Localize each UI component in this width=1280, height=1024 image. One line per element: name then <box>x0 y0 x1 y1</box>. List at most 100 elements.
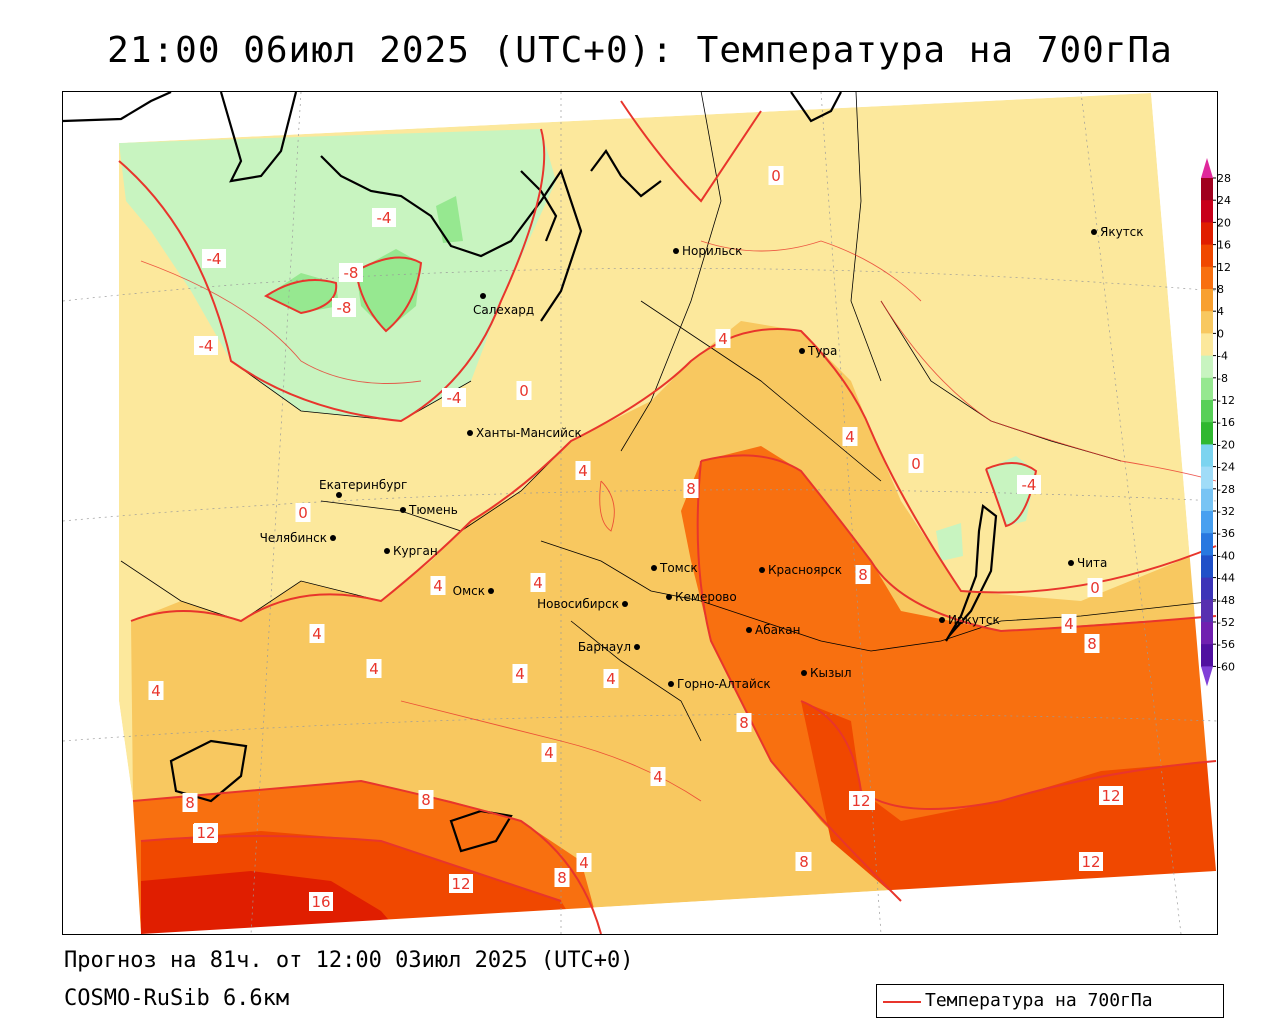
isotherm-label: 16 <box>309 892 333 911</box>
isotherm-label-text: 8 <box>858 566 868 584</box>
isotherm-label: 8 <box>182 793 198 812</box>
isotherm-label: 4 <box>575 461 591 480</box>
colorbar-swatch <box>1201 289 1213 312</box>
colorbar-tick-label: -24 <box>1217 461 1235 474</box>
city-marker: Абакан <box>746 623 800 637</box>
city-dot <box>1068 560 1074 566</box>
colorbar-swatch <box>1201 355 1213 379</box>
isotherm-label: -4 <box>194 336 218 355</box>
isotherm-label: 8 <box>736 713 752 732</box>
isotherm-label-bg <box>908 454 924 473</box>
isotherm-label-bg <box>512 664 528 683</box>
isotherm-labels: 0-4-4-8-8-4-40404480-4044444448804881244… <box>148 166 1123 911</box>
colorbar-swatch <box>1201 488 1213 512</box>
isotherm-label-text: -4 <box>207 250 222 268</box>
isotherm-label-text: 8 <box>686 480 696 498</box>
isotherm-label: 4 <box>309 624 325 643</box>
isotherm-label: 4 <box>842 427 858 446</box>
city-marker: Красноярск <box>759 563 842 577</box>
city-label: Якутск <box>1100 225 1144 239</box>
isotherm-label: 8 <box>418 790 434 809</box>
isotherm-label-text: 8 <box>557 869 567 887</box>
colorbar-tick-label: 20 <box>1217 216 1231 229</box>
colorbar: 28 24 20 16 12 8 4 0 -4 -8 -12 -16 -20 -24 -28 -32 -36 -4… <box>1201 158 1235 687</box>
isotherm-label-bg <box>202 249 226 268</box>
city-dot <box>622 601 628 607</box>
city-dot <box>384 548 390 554</box>
city-marker: Чита <box>1068 556 1107 570</box>
isotherm-label-text: 0 <box>298 504 308 522</box>
isotherm-label-text: 4 <box>433 577 443 595</box>
isotherm-label: -4 <box>372 208 396 227</box>
isotherm-label: 8 <box>855 565 871 584</box>
isotherm-label-bg <box>449 874 473 893</box>
isotherm-label: 4 <box>366 659 382 678</box>
isotherm-label-text: 8 <box>739 714 749 732</box>
isotherm-label-bg <box>1079 852 1103 871</box>
colorbar-tick-label: -20 <box>1217 438 1235 451</box>
isotherm-label-bg <box>1087 578 1103 597</box>
temperature-map: 0-4-4-8-8-4-40404480-4044444448804881244… <box>63 92 1217 934</box>
isotherm-label-text: 0 <box>911 455 921 473</box>
isotherm-label-text: 4 <box>369 660 379 678</box>
city-label: Екатеринбург <box>319 478 407 492</box>
city-label: Ханты-Мансийск <box>476 426 582 440</box>
isotherm-label-bg <box>1061 614 1077 633</box>
colorbar-tick-label: 16 <box>1217 239 1231 252</box>
isotherm-label-bg <box>1017 475 1041 494</box>
colorbar-tick-label: -16 <box>1217 416 1235 429</box>
isotherm-label-text: 16 <box>311 893 330 911</box>
city-label: Томск <box>659 561 698 575</box>
isotherm-label-bg <box>796 852 812 871</box>
isotherm-label-bg <box>1099 786 1123 805</box>
colorbar-tick-label: 8 <box>1217 283 1224 296</box>
isotherm-label-bg <box>182 793 198 812</box>
isotherm-label-text: 4 <box>718 330 728 348</box>
isotherm-label: -8 <box>339 263 363 282</box>
isotherm-label: 4 <box>430 576 446 595</box>
isotherm-label: 0 <box>768 166 784 185</box>
colorbar-swatch <box>1201 400 1213 423</box>
city-label: Тюмень <box>408 503 458 517</box>
city-label: Кемерово <box>675 590 737 604</box>
colorbar-tick-label: -40 <box>1217 549 1235 562</box>
colorbar-swatch <box>1201 511 1213 534</box>
city-label: Кызыл <box>810 666 852 680</box>
colorbar-tick-label: -4 <box>1217 350 1228 363</box>
isotherm-label-bg <box>372 208 396 227</box>
city-marker: Барнаул <box>578 640 640 654</box>
isotherm-label-text: 4 <box>845 428 855 446</box>
city-marker: Новосибирск <box>537 597 628 611</box>
isotherm-label-bg <box>530 573 546 592</box>
isotherm-label: 4 <box>148 681 164 700</box>
colorbar-tick-label: -44 <box>1217 572 1235 585</box>
isotherm-label: 0 <box>295 503 311 522</box>
city-dot <box>668 681 674 687</box>
isotherm-label-bg <box>442 388 466 407</box>
isotherm-label-bg <box>575 461 591 480</box>
colorbar-tick-label: -32 <box>1217 505 1235 518</box>
zone-16-plus <box>141 871 401 934</box>
isotherm-label: 8 <box>796 852 812 871</box>
colorbar-tick-label: -52 <box>1217 616 1235 629</box>
city-dot <box>673 248 679 254</box>
map-area[interactable]: 0-4-4-8-8-4-40404480-4044444448804881244… <box>62 91 1218 935</box>
city-dot <box>336 492 342 498</box>
colorbar-tick-label: -60 <box>1217 660 1235 673</box>
city-label: Омск <box>453 584 485 598</box>
isotherm-label-text: 0 <box>519 382 529 400</box>
city-dot <box>801 670 807 676</box>
city-dot <box>1091 229 1097 235</box>
isotherm-label: 4 <box>603 669 619 688</box>
colorbar-tick-label: 28 <box>1217 172 1231 185</box>
isotherm-label-text: 4 <box>578 462 588 480</box>
colorbar-top-arrow <box>1201 158 1213 178</box>
isotherm-label: 12 <box>194 823 218 842</box>
colorbar-swatch <box>1201 599 1213 623</box>
city-marker: Томск <box>651 561 698 575</box>
isotherm-label-bg <box>366 659 382 678</box>
isotherm-label-text: 8 <box>421 791 431 809</box>
city-dot <box>330 535 336 541</box>
isotherm-label-bg <box>683 479 699 498</box>
isotherm-label: 8 <box>1084 634 1100 653</box>
